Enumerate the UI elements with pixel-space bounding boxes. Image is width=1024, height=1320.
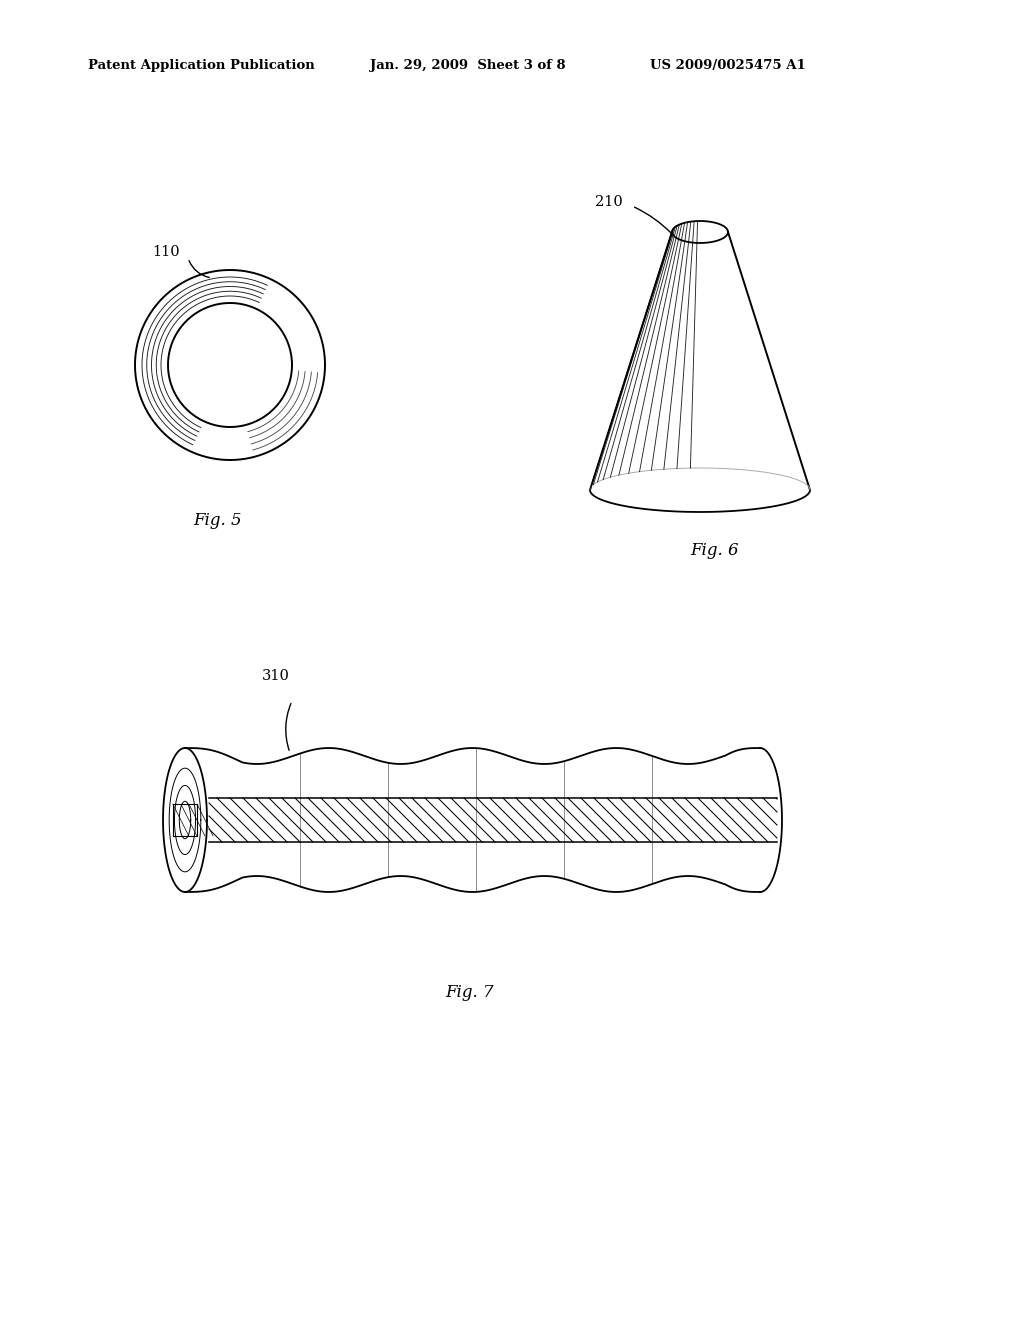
Text: Patent Application Publication: Patent Application Publication (88, 58, 314, 71)
Text: 110: 110 (152, 246, 179, 259)
Text: 210: 210 (595, 195, 623, 209)
Text: Fig. 6: Fig. 6 (690, 543, 739, 558)
Text: Fig. 7: Fig. 7 (445, 983, 495, 1001)
Text: Jan. 29, 2009  Sheet 3 of 8: Jan. 29, 2009 Sheet 3 of 8 (370, 58, 565, 71)
Text: US 2009/0025475 A1: US 2009/0025475 A1 (650, 58, 806, 71)
Text: 310: 310 (262, 669, 290, 682)
Text: Fig. 5: Fig. 5 (194, 512, 243, 529)
